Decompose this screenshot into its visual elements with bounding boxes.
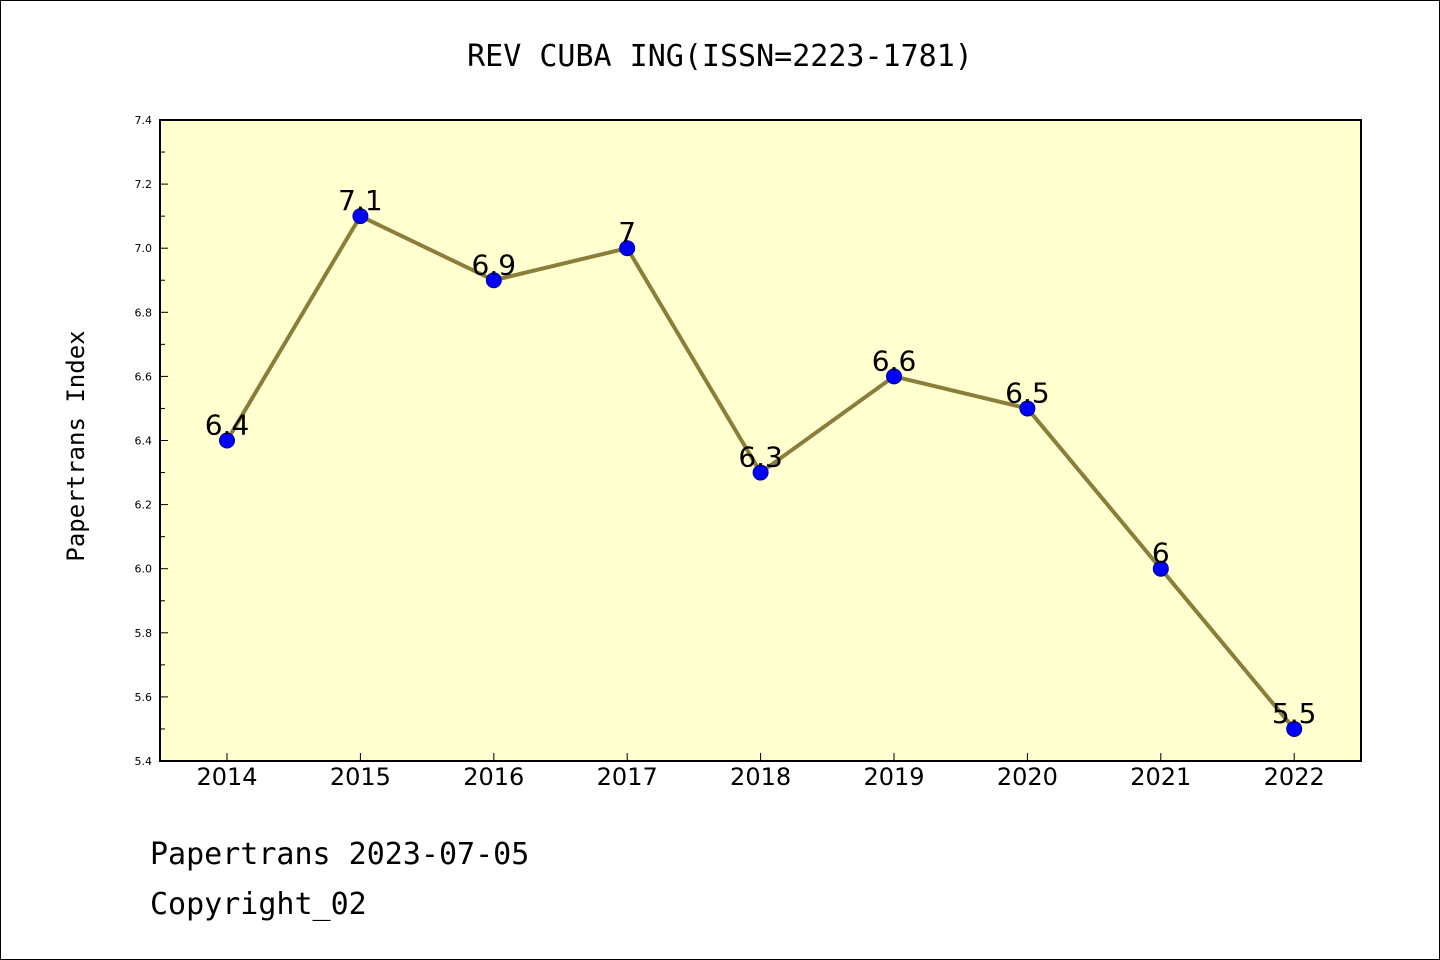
- y-tick-label: 7.2: [135, 178, 153, 191]
- data-label: 7: [618, 216, 636, 249]
- data-labels: 6.4 7.1 6.9 7 6.3 6.6 6.5 6 5.5: [205, 184, 1317, 730]
- chart-title: REV CUBA ING(ISSN=2223-1781): [467, 39, 973, 74]
- data-label: 6.4: [205, 409, 250, 442]
- data-point: [352, 208, 369, 225]
- x-tick-label: 2018: [730, 763, 791, 791]
- data-label: 6.5: [1005, 376, 1050, 409]
- data-point: [886, 368, 902, 385]
- data-point: [219, 432, 235, 449]
- y-tick-label: 6.2: [135, 499, 153, 512]
- x-tick-label: 2017: [597, 763, 658, 791]
- x-tick-label: 2022: [1264, 763, 1325, 791]
- data-label: 6.3: [738, 441, 783, 474]
- y-axis: 5.4 5.6 5.8 6.0 6.2 6.4 6.6 6.8 7.0 7.2 7.4: [135, 114, 168, 768]
- data-points: [219, 208, 1303, 737]
- y-tick-label: 6.8: [135, 306, 153, 319]
- x-tick-label: 2016: [463, 763, 524, 791]
- data-point: [619, 240, 636, 257]
- y-tick-label: 6.0: [135, 563, 153, 576]
- x-tick-label: 2015: [330, 763, 391, 791]
- y-tick-label: 6.4: [135, 435, 153, 448]
- data-point: [1152, 560, 1169, 577]
- data-point: [1019, 400, 1036, 417]
- y-axis-label: Papertrans Index: [62, 330, 90, 561]
- y-tick-label: 5.8: [135, 627, 153, 640]
- data-label: 5.5: [1272, 697, 1317, 730]
- y-tick-label: 5.6: [135, 691, 153, 704]
- data-point: [1286, 720, 1303, 737]
- x-tick-label: 2021: [1130, 763, 1191, 791]
- y-tick-label: 7.0: [135, 242, 153, 255]
- y-tick-label: 6.6: [135, 370, 153, 383]
- footer-copyright: Copyright_02: [150, 887, 367, 922]
- data-label: 7.1: [338, 184, 383, 217]
- data-point: [752, 464, 769, 481]
- y-tick-label: 5.4: [135, 755, 153, 768]
- plot-area: [159, 119, 1362, 762]
- x-tick-label: 2014: [196, 763, 257, 791]
- x-axis: 2014 2015 2016 2017 2018 2019 2020 2021 2022: [196, 753, 1325, 791]
- y-tick-label: 7.4: [135, 114, 153, 127]
- x-tick-label: 2020: [997, 763, 1058, 791]
- footer-date: Papertrans 2023-07-05: [150, 837, 529, 872]
- data-label: 6.9: [472, 248, 517, 281]
- data-point: [485, 272, 502, 289]
- x-tick-label: 2019: [863, 763, 924, 791]
- data-label: 6.6: [872, 344, 917, 377]
- data-label: 6: [1152, 537, 1170, 570]
